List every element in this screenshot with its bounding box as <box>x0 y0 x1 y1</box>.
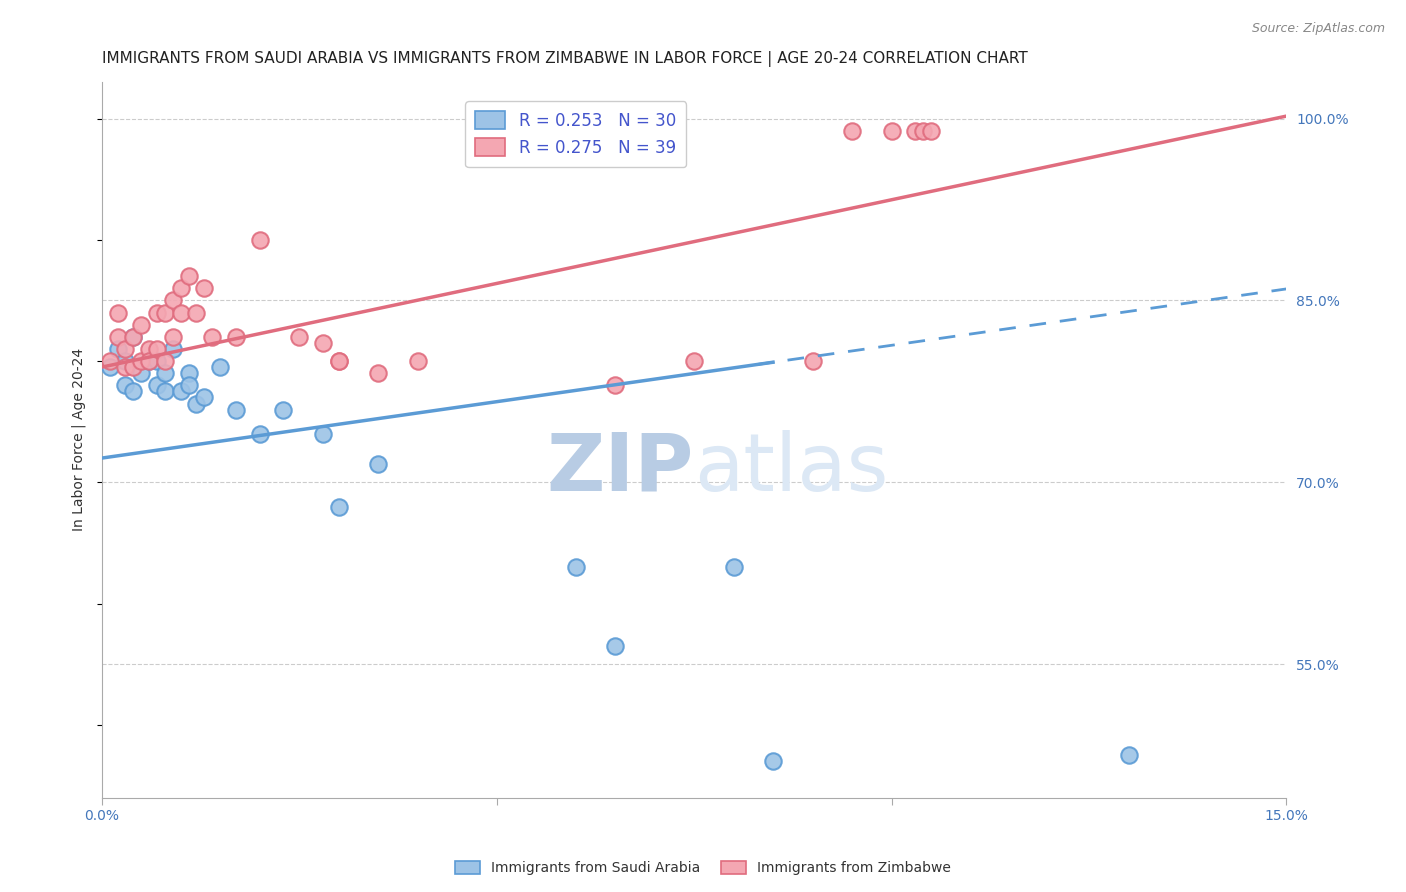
Point <box>177 366 200 380</box>
Point <box>146 354 169 368</box>
Point <box>367 366 389 380</box>
Point <box>723 560 745 574</box>
Point <box>129 366 152 380</box>
Text: IMMIGRANTS FROM SAUDI ARABIA VS IMMIGRANTS FROM ZIMBABWE IN LABOR FORCE | AGE 20: IMMIGRANTS FROM SAUDI ARABIA VS IMMIGRAN… <box>101 51 1028 67</box>
Point <box>162 342 184 356</box>
Point <box>129 354 152 368</box>
Point <box>129 318 152 332</box>
Point <box>288 330 311 344</box>
Point <box>162 330 184 344</box>
Point <box>107 342 129 356</box>
Point <box>162 293 184 308</box>
Point <box>880 123 903 137</box>
Point <box>328 500 350 514</box>
Point <box>114 342 136 356</box>
Point <box>138 354 160 368</box>
Point <box>114 354 136 368</box>
Point <box>177 269 200 284</box>
Point <box>406 354 429 368</box>
Point <box>186 396 208 410</box>
Point <box>122 330 145 344</box>
Point <box>114 378 136 392</box>
Point <box>367 457 389 471</box>
Point <box>153 354 176 368</box>
Point <box>146 342 169 356</box>
Point <box>328 354 350 368</box>
Text: Source: ZipAtlas.com: Source: ZipAtlas.com <box>1251 22 1385 36</box>
Point <box>603 378 626 392</box>
Point <box>564 560 586 574</box>
Point <box>146 378 169 392</box>
Point <box>98 354 121 368</box>
Point <box>920 123 942 137</box>
Point <box>138 354 160 368</box>
Point <box>107 330 129 344</box>
Point <box>328 354 350 368</box>
Text: ZIP: ZIP <box>547 430 695 508</box>
Point <box>225 402 247 417</box>
Point <box>153 305 176 319</box>
Point <box>683 354 706 368</box>
Point <box>177 378 200 392</box>
Point <box>249 233 271 247</box>
Point <box>1118 748 1140 763</box>
Point <box>170 384 193 399</box>
Point <box>186 305 208 319</box>
Text: atlas: atlas <box>695 430 889 508</box>
Point <box>904 123 927 137</box>
Point <box>138 342 160 356</box>
Point <box>193 391 215 405</box>
Point <box>98 360 121 375</box>
Point <box>312 335 335 350</box>
Point <box>170 281 193 295</box>
Point <box>762 754 785 768</box>
Legend: Immigrants from Saudi Arabia, Immigrants from Zimbabwe: Immigrants from Saudi Arabia, Immigrants… <box>450 855 956 880</box>
Point <box>912 123 935 137</box>
Legend: R = 0.253   N = 30, R = 0.275   N = 39: R = 0.253 N = 30, R = 0.275 N = 39 <box>465 101 686 167</box>
Point <box>146 305 169 319</box>
Point <box>193 281 215 295</box>
Point <box>107 305 129 319</box>
Point <box>201 330 224 344</box>
Point <box>122 330 145 344</box>
Point <box>225 330 247 344</box>
Point <box>153 384 176 399</box>
Point <box>841 123 863 137</box>
Point <box>153 366 176 380</box>
Point <box>170 305 193 319</box>
Point <box>273 402 295 417</box>
Point <box>114 360 136 375</box>
Point <box>209 360 232 375</box>
Point <box>312 426 335 441</box>
Y-axis label: In Labor Force | Age 20-24: In Labor Force | Age 20-24 <box>72 349 86 532</box>
Point <box>801 354 824 368</box>
Point <box>249 426 271 441</box>
Point <box>122 360 145 375</box>
Point <box>603 639 626 653</box>
Point <box>122 384 145 399</box>
